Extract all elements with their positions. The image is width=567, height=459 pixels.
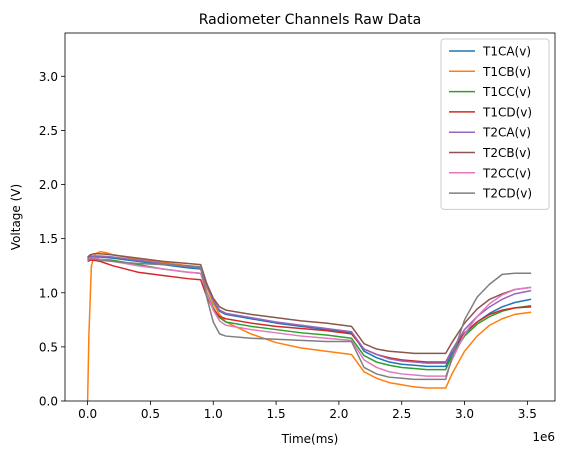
y-tick-label: 1.0 xyxy=(39,286,58,300)
x-tick-label: 3.0 xyxy=(455,407,474,421)
x-tick-label: 1.5 xyxy=(267,407,286,421)
series-layer xyxy=(86,250,532,401)
legend: T1CA(v) T1CB(v) T1CC(v) T1CD(v) T2CA(v) T2CB(… xyxy=(440,38,550,210)
x-axis: 0.0 0.5 1.0 1.5 2.0 2.5 3.0 3.5 xyxy=(78,401,537,421)
plot-frame xyxy=(64,32,556,402)
legend-label: T2CD(v) xyxy=(482,187,532,201)
legend-box xyxy=(440,38,550,210)
legend-label: T1CA(v) xyxy=(482,45,531,59)
series-line-t2cc-v xyxy=(87,257,532,377)
series-line-t2ca-v xyxy=(87,255,532,364)
legend-label: T1CD(v) xyxy=(482,105,532,119)
y-tick-label: 2.0 xyxy=(39,178,58,192)
chart-title: Radiometer Channels Raw Data xyxy=(199,12,421,28)
x-tick-label: 0.0 xyxy=(78,407,97,421)
x-tick-label: 3.5 xyxy=(518,407,537,421)
y-tick-label: 1.5 xyxy=(39,232,58,246)
y-tick-label: 3.0 xyxy=(39,70,58,84)
y-axis: 0.0 0.5 1.0 1.5 2.0 2.5 3.0 xyxy=(39,70,65,409)
legend-label: T2CA(v) xyxy=(482,126,531,140)
x-tick-label: 0.5 xyxy=(141,407,160,421)
y-tick-label: 2.5 xyxy=(39,124,58,138)
series-line-t2cb-v xyxy=(87,253,532,355)
y-axis-label: Voltage (V) xyxy=(9,184,23,250)
x-tick-label: 1.0 xyxy=(204,407,223,421)
series-line-t1ca-v xyxy=(87,256,532,368)
legend-label: T2CB(v) xyxy=(482,146,531,160)
x-axis-label: Time(ms) xyxy=(281,432,339,446)
legend-label: T2CC(v) xyxy=(482,166,531,180)
x-axis-offset-label: 1e6 xyxy=(532,430,555,444)
legend-label: T1CB(v) xyxy=(482,65,531,79)
y-tick-label: 0.0 xyxy=(39,395,58,409)
y-tick-label: 0.5 xyxy=(39,340,58,354)
series-line-t1cd-v xyxy=(87,259,532,363)
x-tick-label: 2.5 xyxy=(392,407,411,421)
x-tick-label: 2.0 xyxy=(329,407,348,421)
legend-label: T1CC(v) xyxy=(482,85,531,99)
series-line-t2cd-v xyxy=(87,258,532,381)
